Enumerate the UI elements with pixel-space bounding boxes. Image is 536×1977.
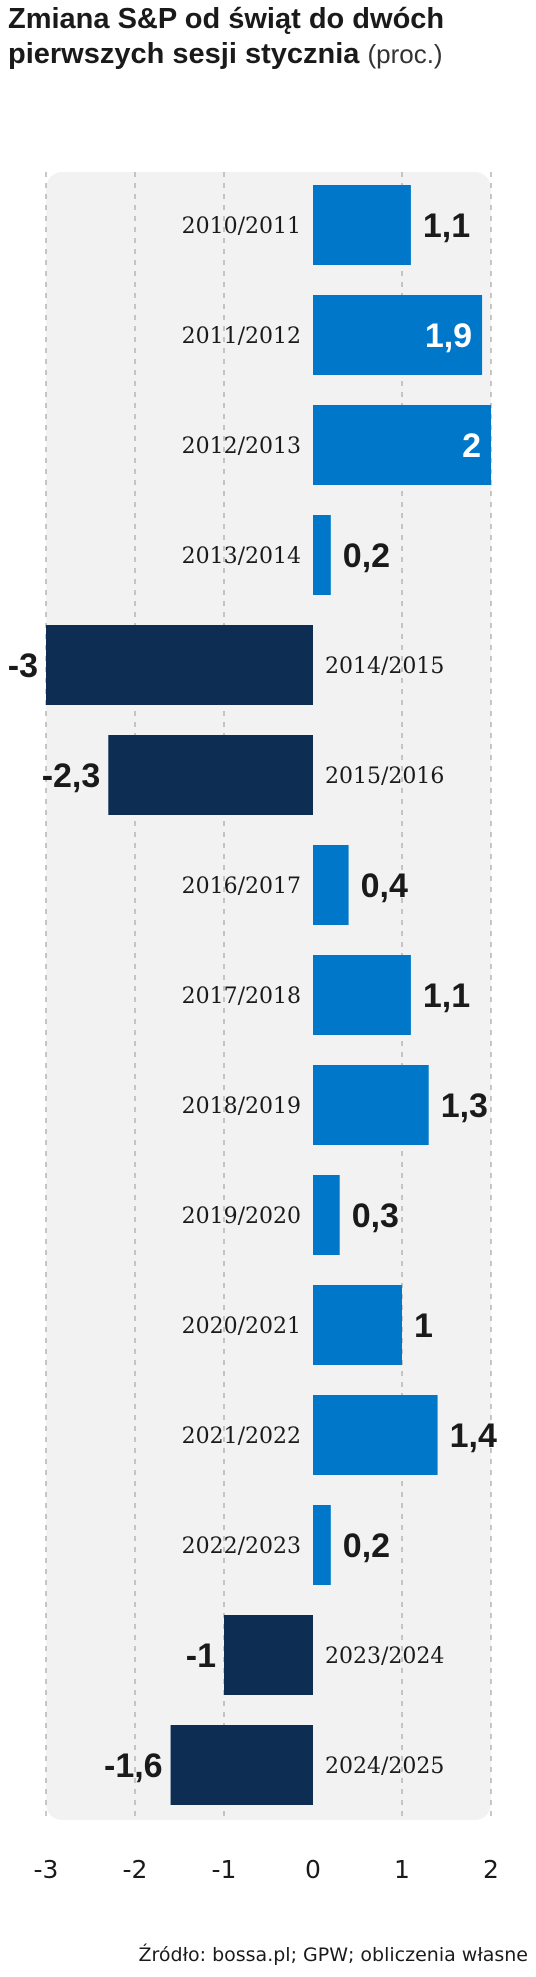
bar	[313, 515, 331, 595]
bar	[313, 1175, 340, 1255]
bars	[46, 185, 491, 1805]
value-label: -3	[8, 647, 38, 685]
value-label: -1	[186, 1637, 216, 1675]
category-label: 2014/2015	[325, 654, 444, 679]
category-label: 2019/2020	[182, 1204, 301, 1229]
bar	[108, 735, 313, 815]
bar	[313, 295, 483, 375]
value-label: -2,3	[42, 757, 101, 795]
value-label: 0,2	[343, 1527, 390, 1565]
category-label: 2018/2019	[182, 1094, 301, 1119]
value-label: -1,6	[104, 1747, 163, 1785]
chart-title-text: Zmiana S&P od świąt do dwóch pierwszych …	[8, 3, 445, 70]
bar	[46, 625, 313, 705]
tick-label: -1	[212, 1855, 237, 1884]
category-label: 2016/2017	[182, 874, 301, 899]
category-label: 2020/2021	[182, 1314, 301, 1339]
category-label: 2015/2016	[325, 764, 444, 789]
bar	[313, 405, 491, 485]
value-labels: 1,1 1,9 2 0,2 -3 -2,3 0,4 1,1 1,3 0,3 1 1,4 0,2 -1 -1,…	[8, 207, 497, 1785]
category-label: 2023/2024	[325, 1644, 444, 1669]
value-label: 0,3	[352, 1197, 399, 1235]
x-axis-ticks: -3 -2 -1 0 1 2	[34, 1855, 499, 1884]
bar	[313, 1395, 438, 1475]
value-label: 1,4	[450, 1417, 497, 1455]
category-label: 2013/2014	[182, 544, 301, 569]
value-label: 2	[462, 427, 481, 465]
category-label: 2011/2012	[182, 324, 301, 349]
tick-label: 1	[394, 1855, 410, 1884]
value-label: 1,1	[423, 207, 470, 245]
category-label: 2024/2025	[325, 1754, 444, 1779]
tick-label: 0	[305, 1855, 321, 1884]
category-label: 2022/2023	[182, 1534, 301, 1559]
value-label: 0,2	[343, 537, 390, 575]
tick-label: 2	[483, 1855, 499, 1884]
category-label: 2010/2011	[182, 214, 301, 239]
tick-label: -2	[123, 1855, 148, 1884]
category-label: 2017/2018	[182, 984, 301, 1009]
bar	[313, 845, 349, 925]
value-label: 0,4	[361, 867, 408, 905]
bar	[313, 955, 411, 1035]
bar	[224, 1615, 313, 1695]
value-label: 1,9	[425, 317, 472, 355]
value-label: 1,3	[441, 1087, 488, 1125]
bar	[313, 1065, 429, 1145]
chart-unit: (proc.)	[367, 39, 443, 69]
value-label: 1,1	[423, 977, 470, 1015]
bar	[313, 185, 411, 265]
tick-label: -3	[34, 1855, 59, 1884]
chart-title: Zmiana S&P od świąt do dwóch pierwszych …	[8, 2, 528, 72]
value-label: 1	[414, 1307, 433, 1345]
category-label: 2012/2013	[182, 434, 301, 459]
source-note: Źródło: bossa.pl; GPW; obliczenia własne	[138, 1944, 528, 1966]
bar	[313, 1505, 331, 1585]
bar	[313, 1285, 402, 1365]
category-labels: 2010/2011 2011/2012 2012/2013 2013/2014 2014…	[182, 214, 445, 1779]
bar	[170, 1725, 313, 1805]
category-label: 2021/2022	[182, 1424, 301, 1449]
